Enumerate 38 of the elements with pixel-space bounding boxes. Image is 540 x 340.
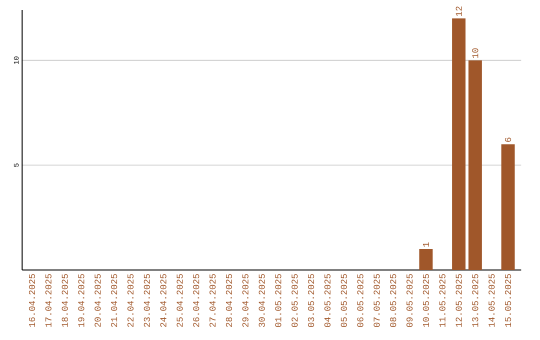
- data-label: 10: [472, 48, 478, 58]
- x-tick-label: 29.04.2025: [242, 274, 248, 327]
- bar: [419, 249, 433, 270]
- x-tick-label: 10.05.2025: [422, 274, 430, 327]
- x-tick-label: 05.05.2025: [340, 274, 347, 327]
- x-tick-label: 25.04.2025: [176, 274, 183, 327]
- x-tick-label: 26.04.2025: [193, 274, 200, 327]
- x-tick-label: 06.05.2025: [357, 274, 364, 327]
- data-label: 6: [504, 138, 512, 142]
- x-tick-label: 19.04.2025: [78, 274, 84, 327]
- bar: [468, 60, 482, 270]
- x-tick-label: 12.05.2025: [456, 274, 462, 327]
- x-tick-label: 30.04.2025: [258, 274, 265, 327]
- x-tick-label: 11.05.2025: [439, 274, 446, 327]
- x-tick-label: 20.04.2025: [94, 274, 101, 327]
- bar: [501, 144, 515, 270]
- x-tick-label: 17.04.2025: [45, 274, 52, 327]
- x-tick-label: 24.04.2025: [160, 274, 166, 327]
- x-tick-label: 23.04.2025: [144, 274, 150, 327]
- bar: [452, 18, 466, 270]
- x-tick-label: 01.05.2025: [275, 274, 282, 327]
- x-tick-label: 02.05.2025: [292, 274, 298, 327]
- x-tick-label: 22.04.2025: [127, 274, 134, 327]
- x-tick-label: 28.04.2025: [226, 274, 232, 327]
- x-tick-label: 16.04.2025: [28, 274, 36, 327]
- x-tick-label: 15.05.2025: [504, 274, 512, 327]
- x-tick-label: 09.05.2025: [406, 274, 413, 327]
- x-tick-label: 07.05.2025: [374, 274, 380, 327]
- x-tick-label: 18.04.2025: [62, 274, 68, 327]
- x-tick-label: 14.05.2025: [488, 274, 495, 327]
- x-tick-label: 03.05.2025: [308, 274, 314, 327]
- x-tick-label: 21.04.2025: [111, 274, 118, 327]
- x-tick-label: 04.05.2025: [324, 274, 331, 327]
- x-tick-label: 08.05.2025: [390, 274, 396, 327]
- data-label: 1: [422, 242, 429, 247]
- x-tick-label: 27.04.2025: [210, 274, 216, 327]
- data-label: 12: [456, 6, 462, 16]
- x-tick-label: 13.05.2025: [472, 274, 478, 327]
